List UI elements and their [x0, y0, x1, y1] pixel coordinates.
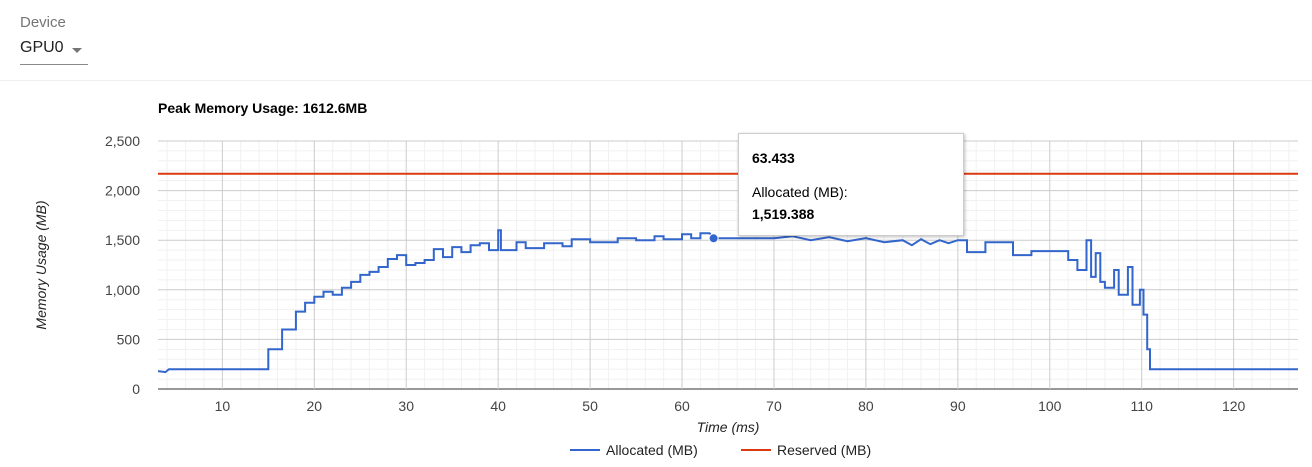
device-select[interactable]: GPU0: [20, 38, 88, 65]
x-tick-label: 70: [766, 398, 782, 414]
legend-label: Reserved (MB): [777, 442, 871, 458]
y-tick-label: 2,500: [105, 133, 140, 149]
x-tick-label: 80: [858, 398, 874, 414]
tooltip-x-value: 63.433: [752, 150, 795, 166]
x-tick-label: 40: [490, 398, 506, 414]
x-tick-label: 110: [1131, 398, 1154, 414]
chart-title: Peak Memory Usage: 1612.6MB: [158, 100, 368, 116]
x-tick-label: 100: [1038, 398, 1062, 414]
hover-point: [708, 233, 719, 244]
tooltip-value: 1,519.388: [752, 206, 815, 222]
y-axis-title: Memory Usage (MB): [33, 200, 49, 329]
chart-tooltip: 63.433 Allocated (MB): 1,519.388: [738, 133, 964, 236]
x-tick-label: 120: [1222, 398, 1246, 414]
device-selected-value: GPU0: [20, 39, 64, 56]
x-tick-label: 50: [582, 398, 598, 414]
x-tick-label: 30: [398, 398, 414, 414]
y-tick-label: 2,000: [105, 183, 140, 199]
x-tick-label: 10: [215, 398, 231, 414]
x-tick-label: 60: [674, 398, 690, 414]
tooltip-series-name: Allocated (MB):: [752, 184, 848, 200]
x-tick-label: 20: [307, 398, 323, 414]
y-tick-label: 1,500: [105, 232, 140, 248]
device-label: Device: [20, 14, 66, 31]
y-tick-label: 1,000: [105, 282, 140, 298]
chevron-down-icon: [72, 48, 82, 53]
y-tick-label: 500: [117, 331, 141, 347]
series-allocated-line: [157, 229, 1298, 374]
x-axis-title: Time (ms): [697, 419, 760, 435]
divider: [0, 80, 1312, 81]
y-tick-label: 0: [132, 381, 140, 397]
x-tick-label: 90: [950, 398, 966, 414]
legend-label: Allocated (MB): [606, 442, 698, 458]
